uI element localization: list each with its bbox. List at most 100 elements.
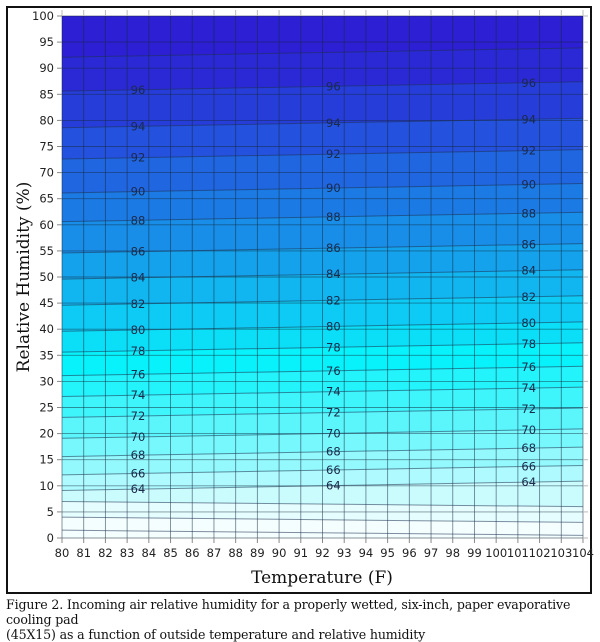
y-tick-label: 0 — [47, 531, 54, 545]
x-tick-label: 99 — [467, 546, 482, 560]
contour-line-62 — [61, 500, 584, 508]
x-tick-label: 84 — [142, 546, 157, 560]
x-tick-label: 83 — [120, 546, 135, 560]
contour-label-76: 76 — [131, 367, 146, 381]
caption-line-1: Figure 2. Incoming air relative humidity… — [6, 597, 571, 627]
contour-line-98 — [61, 47, 584, 58]
y-tick-label: 75 — [39, 140, 54, 154]
x-tick-label: 100 — [485, 546, 507, 560]
contour-chart: 64 66 68 70 72 74 76 78 80 82 84 86 88 90 92 94 96 64 66 68… — [14, 9, 594, 588]
x-tick-label: 103 — [550, 546, 572, 560]
contour-label-64: 64 — [521, 475, 536, 489]
contour-label-72: 72 — [131, 409, 146, 423]
contour-line-60 — [61, 516, 584, 523]
contour-label-68: 68 — [521, 441, 536, 455]
contour-label-90: 90 — [131, 185, 146, 199]
contour-label-74: 74 — [521, 381, 536, 395]
contour-label-92: 92 — [326, 147, 341, 161]
contour-label-76: 76 — [521, 360, 536, 374]
contour-label-76: 76 — [326, 364, 341, 378]
contour-line-78 — [61, 342, 584, 353]
y-tick-label: 85 — [39, 87, 54, 101]
x-tick-label: 96 — [402, 546, 417, 560]
contour-label-84: 84 — [521, 264, 536, 278]
contour-line-86 — [61, 243, 584, 254]
y-tick-label: 90 — [39, 61, 54, 75]
x-tick-label: 81 — [76, 546, 91, 560]
contour-label-86: 86 — [326, 241, 341, 255]
contour-label-64: 64 — [326, 479, 341, 493]
contour-label-72: 72 — [521, 402, 536, 416]
y-tick-label: 10 — [39, 479, 54, 493]
x-tick-label: 82 — [98, 546, 113, 560]
contour-label-78: 78 — [326, 340, 341, 354]
contour-label-96: 96 — [131, 83, 146, 97]
contour-label-94: 94 — [521, 112, 536, 126]
contour-label-86: 86 — [131, 245, 146, 259]
contour-line-76 — [61, 365, 584, 377]
contour-line-74 — [61, 386, 584, 398]
x-tick-label: 98 — [445, 546, 460, 560]
contour-label-90: 90 — [326, 181, 341, 195]
contour-label-82: 82 — [131, 297, 146, 311]
contour-label-74: 74 — [131, 388, 146, 402]
contour-label-78: 78 — [131, 344, 146, 358]
x-axis-title: Temperature (F) — [251, 568, 393, 588]
contour-line-82 — [61, 295, 584, 306]
y-tick-label: 95 — [39, 35, 54, 49]
contour-label-70: 70 — [131, 430, 146, 444]
contour-label-88: 88 — [326, 210, 341, 224]
x-tick-label: 93 — [337, 546, 352, 560]
x-tick-label: 91 — [293, 546, 308, 560]
contour-label-88: 88 — [131, 213, 146, 227]
contour-label-82: 82 — [326, 293, 341, 307]
contour-label-90: 90 — [521, 178, 536, 192]
axes: 80 81 82 83 84 85 86 87 88 89 90 91 92 93 94 95 96 97 98 99… — [32, 9, 594, 560]
contour-label-66: 66 — [131, 466, 146, 480]
contour-line-68 — [61, 446, 584, 458]
x-tick-label: 86 — [185, 546, 200, 560]
x-tick-label: 94 — [359, 546, 374, 560]
y-tick-label: 35 — [39, 348, 54, 362]
x-tick-label: 95 — [380, 546, 395, 560]
x-tick-label: 101 — [507, 546, 529, 560]
contour-label-84: 84 — [326, 267, 341, 281]
contour-label-88: 88 — [521, 206, 536, 220]
contour-label-84: 84 — [131, 271, 146, 285]
x-tick-label: 102 — [529, 546, 551, 560]
contour-label-70: 70 — [521, 423, 536, 437]
figure-caption: Figure 2. Incoming air relative humidity… — [6, 597, 598, 642]
contour-line-80 — [61, 321, 584, 332]
y-axis-title: Relative Humidity (%) — [14, 182, 34, 373]
y-tick-label: 25 — [39, 401, 54, 415]
y-tick-label: 100 — [32, 9, 54, 23]
x-tick-label: 90 — [272, 546, 287, 560]
contour-line-96 — [61, 81, 584, 92]
contour-line-92 — [61, 149, 584, 160]
contour-label-80: 80 — [326, 319, 341, 333]
contour-label-66: 66 — [326, 463, 341, 477]
y-tick-label: 5 — [47, 505, 54, 519]
contour-line-72 — [61, 407, 584, 418]
x-tick-label: 85 — [163, 546, 178, 560]
contour-label-96: 96 — [326, 79, 341, 93]
contour-label-86: 86 — [521, 238, 536, 252]
contour-label-70: 70 — [326, 426, 341, 440]
y-tick-label: 20 — [39, 427, 54, 441]
x-tick-label: 89 — [250, 546, 265, 560]
contour-line-58 — [61, 529, 584, 536]
y-tick-label: 55 — [39, 244, 54, 258]
contour-label-80: 80 — [521, 316, 536, 330]
contour-label-66: 66 — [521, 459, 536, 473]
x-tick-label: 104 — [572, 546, 594, 560]
contour-label-82: 82 — [521, 290, 536, 304]
contour-label-64: 64 — [131, 482, 146, 496]
contour-label-68: 68 — [131, 448, 146, 462]
contour-line-94 — [61, 117, 584, 129]
contour-line-66 — [61, 464, 584, 476]
y-tick-label: 70 — [39, 166, 54, 180]
contour-label-94: 94 — [131, 119, 146, 133]
contour-label-92: 92 — [131, 151, 146, 165]
contour-line-64 — [61, 480, 584, 491]
contour-label-72: 72 — [326, 406, 341, 420]
